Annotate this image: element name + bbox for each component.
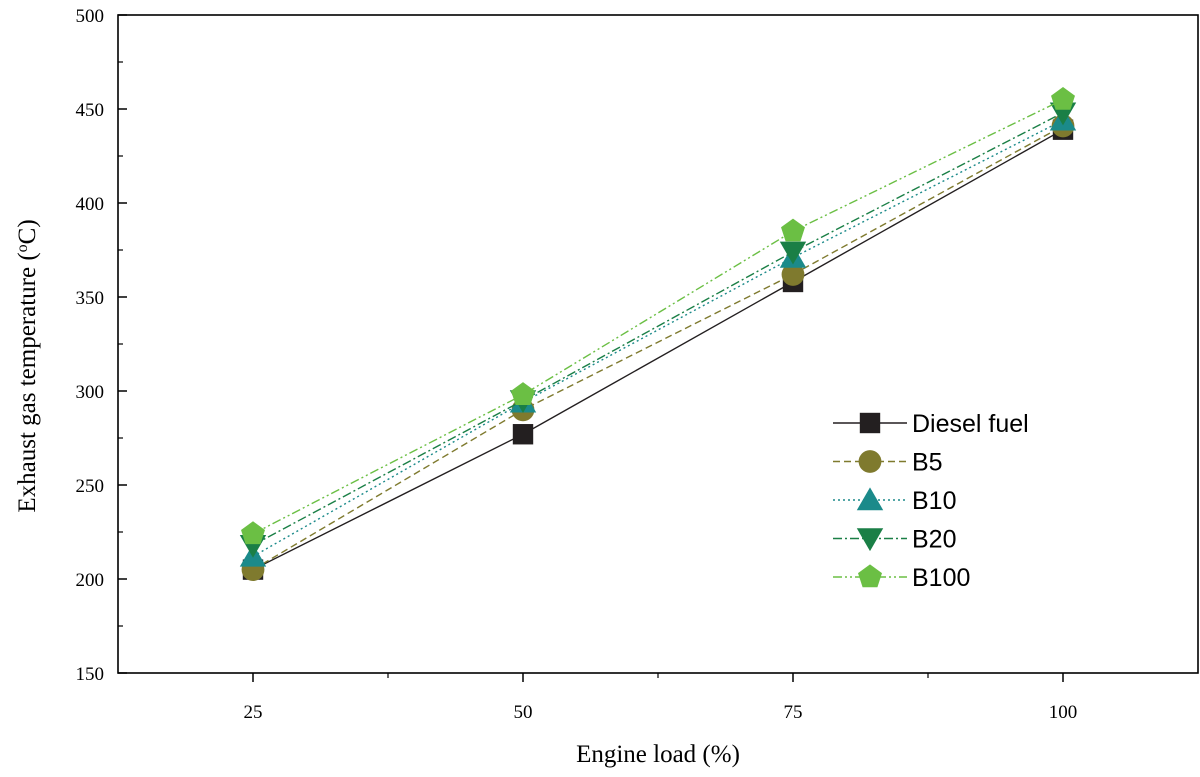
data-point-b100-50 bbox=[511, 382, 535, 405]
legend-entry-b10: B10 bbox=[833, 487, 956, 515]
y-tick-label: 200 bbox=[76, 570, 105, 591]
y-tick-label: 250 bbox=[76, 476, 105, 497]
legend-label: B20 bbox=[912, 526, 956, 554]
series-layer bbox=[239, 87, 1077, 581]
series-line-b10 bbox=[252, 119, 1064, 558]
legend-entry-b5: B5 bbox=[833, 449, 943, 477]
y-tick-label: 450 bbox=[76, 100, 105, 121]
legend-entry-b100: B100 bbox=[833, 564, 970, 592]
x-tick-label: 50 bbox=[514, 702, 533, 723]
series-line-b20 bbox=[252, 112, 1064, 546]
series-line-b5 bbox=[252, 125, 1064, 571]
legend-entry-diesel-fuel: Diesel fuel bbox=[833, 410, 1029, 438]
data-point-b100-75 bbox=[781, 218, 805, 242]
y-tick-label: 500 bbox=[76, 6, 105, 27]
legend-marker bbox=[858, 564, 882, 588]
x-tick-label: 75 bbox=[784, 702, 803, 723]
legend-marker bbox=[859, 412, 881, 434]
data-point-b20-75 bbox=[779, 241, 807, 265]
axes-layer: 150 200 250 300 350 400 450 500 25 50 75 100 bbox=[76, 6, 1199, 723]
data-point-diesel-fuel-50 bbox=[512, 424, 534, 445]
legend-label: Diesel fuel bbox=[912, 410, 1029, 438]
data-point-b5-75 bbox=[781, 263, 805, 286]
legend-marker bbox=[858, 450, 882, 473]
y-axis-title-main: Exhaust gas temperature ( bbox=[14, 252, 41, 512]
series-line-diesel-fuel bbox=[252, 129, 1064, 571]
legend: Diesel fuel B5 B10 B20 B100 bbox=[833, 410, 1029, 592]
y-axis-title: Exhaust gas temperature (oC) bbox=[14, 219, 42, 512]
y-tick-label: 150 bbox=[76, 664, 105, 685]
data-point-b100-100 bbox=[1051, 87, 1075, 110]
y-axis-title-unit: C) bbox=[14, 219, 41, 244]
x-tick-label: 25 bbox=[244, 702, 263, 723]
legend-marker bbox=[856, 487, 884, 511]
legend-label: B10 bbox=[912, 487, 956, 515]
y-axis-title-superscript: o bbox=[14, 244, 31, 252]
series-b100 bbox=[241, 87, 1075, 545]
y-tick-label: 300 bbox=[76, 382, 105, 403]
plot-frame bbox=[117, 14, 1199, 674]
legend-label: B5 bbox=[912, 449, 943, 477]
x-axis-title: Engine load (%) bbox=[576, 741, 740, 768]
legend-marker bbox=[856, 528, 884, 552]
y-tick-label: 400 bbox=[76, 194, 105, 215]
x-tick-label: 100 bbox=[1049, 702, 1078, 723]
y-tick-label: 350 bbox=[76, 288, 105, 309]
legend-label: B100 bbox=[912, 564, 970, 592]
data-point-b100-25 bbox=[241, 521, 265, 545]
legend-entry-b20: B20 bbox=[833, 526, 956, 554]
